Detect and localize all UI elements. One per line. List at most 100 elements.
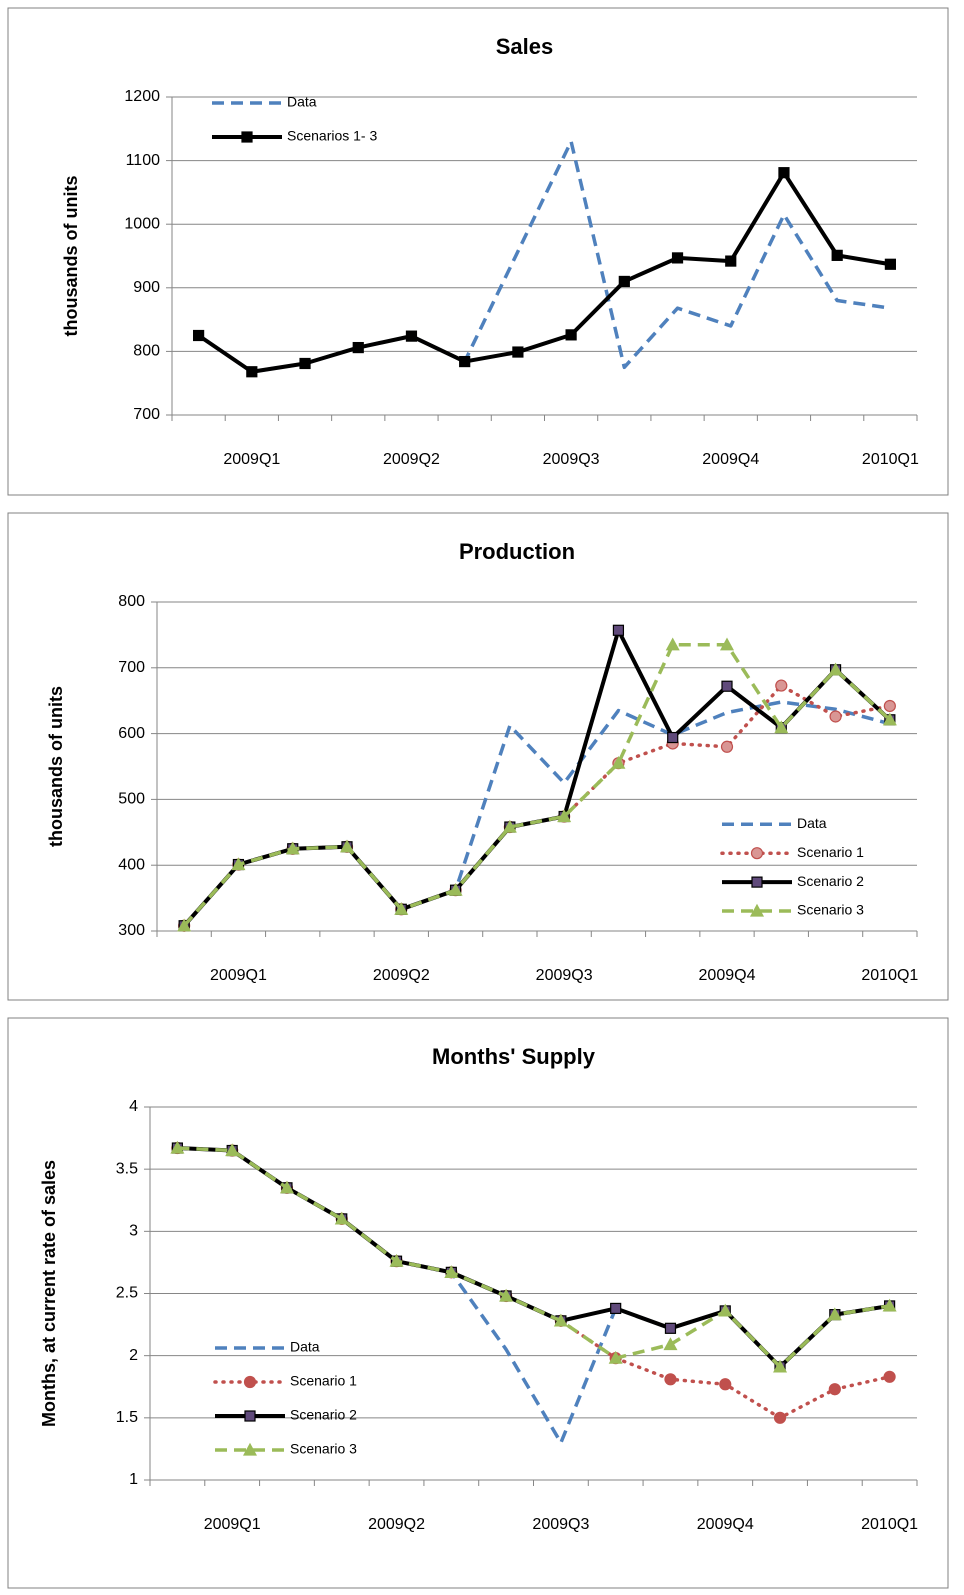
marker — [774, 720, 789, 734]
marker — [720, 740, 734, 753]
x-tick-label: 2009Q2 — [373, 967, 430, 984]
y-tick-label: 800 — [133, 343, 160, 360]
marker — [177, 918, 192, 932]
chart-title: Months' Supply — [432, 1044, 596, 1069]
marker — [827, 1307, 842, 1321]
marker — [664, 1373, 677, 1386]
chart-border — [7, 512, 949, 1001]
legend-label: Data — [797, 815, 827, 831]
y-tick-label: 1200 — [124, 88, 160, 105]
marker — [719, 1378, 732, 1391]
marker — [241, 131, 253, 143]
marker — [882, 712, 897, 726]
y-tick-label: 600 — [118, 725, 145, 742]
marker — [749, 903, 765, 917]
marker — [612, 624, 625, 636]
marker — [831, 249, 843, 261]
legend-label: Data — [290, 1339, 320, 1355]
marker — [225, 1143, 240, 1157]
x-tick-label: 2009Q2 — [368, 1516, 425, 1533]
x-tick-label: 2009Q1 — [223, 451, 280, 468]
x-tick-label: 2009Q3 — [543, 451, 600, 468]
legend-label: Scenarios 1- 3 — [287, 128, 377, 144]
marker — [773, 1359, 788, 1373]
y-tick-label: 700 — [133, 406, 160, 423]
marker — [244, 1410, 256, 1422]
marker — [664, 1322, 677, 1334]
marker — [242, 1442, 258, 1456]
marker — [882, 1298, 897, 1312]
marker — [444, 1265, 459, 1278]
line — [177, 1146, 890, 1369]
marker — [718, 1303, 733, 1317]
y-tick-label: 1100 — [126, 152, 161, 169]
x-tick-label: 2009Q4 — [699, 967, 756, 984]
marker — [246, 366, 258, 378]
x-tick-label: 2010Q1 — [862, 451, 919, 468]
marker — [565, 329, 577, 341]
chart-title: Production — [459, 539, 575, 564]
marker — [243, 1375, 257, 1389]
marker — [751, 876, 763, 888]
marker — [448, 882, 463, 896]
y-tick-label: 2.5 — [116, 1285, 138, 1302]
marker — [279, 1180, 294, 1194]
line — [197, 170, 891, 374]
marker — [829, 710, 842, 723]
marker — [334, 1211, 349, 1225]
y-axis-label: thousands of units — [46, 686, 66, 847]
marker — [394, 902, 409, 915]
marker — [883, 699, 896, 713]
x-tick-label: 2009Q4 — [697, 1516, 754, 1533]
marker — [828, 1383, 841, 1396]
x-tick-label: 2009Q4 — [702, 451, 759, 468]
line — [182, 683, 892, 928]
marker — [389, 1253, 404, 1267]
legend-label: Scenario 1 — [290, 1373, 357, 1389]
marker — [170, 1140, 185, 1154]
line — [182, 700, 891, 927]
y-tick-label: 700 — [118, 659, 145, 676]
marker — [665, 637, 680, 651]
legend-label: Scenario 2 — [797, 873, 864, 889]
y-tick-label: 3.5 — [116, 1160, 138, 1177]
y-axis-label: thousands of units — [61, 176, 81, 337]
y-tick-label: 1000 — [124, 215, 160, 232]
marker — [719, 637, 735, 651]
marker — [405, 330, 418, 342]
y-tick-label: 1 — [129, 1471, 138, 1488]
line — [182, 643, 892, 927]
marker — [618, 275, 630, 288]
chart: Months' Supply Months, at current rate of… — [7, 1017, 949, 1589]
x-tick-label: 2009Q1 — [210, 967, 267, 984]
x-tick-label: 2010Q1 — [861, 1516, 918, 1533]
y-tick-label: 800 — [118, 593, 145, 610]
y-tick-label: 3 — [129, 1223, 138, 1240]
y-tick-label: 400 — [118, 856, 145, 873]
marker — [725, 255, 737, 267]
y-tick-label: 4 — [129, 1098, 138, 1115]
chart: Production thousands of units 300 400 500 600… — [7, 512, 949, 1001]
y-tick-label: 2 — [129, 1347, 138, 1364]
marker — [750, 847, 764, 860]
marker — [775, 679, 788, 692]
marker — [352, 341, 364, 354]
chart-border — [7, 1017, 949, 1589]
y-tick-label: 500 — [118, 791, 145, 808]
legend-label: Scenario 3 — [797, 902, 864, 918]
marker — [339, 839, 355, 853]
chart: Sales thousands of units 700 800 900 1000 1100… — [7, 7, 949, 496]
marker — [608, 1350, 623, 1364]
marker — [671, 252, 684, 264]
marker — [667, 731, 679, 744]
legend-label: Scenario 1 — [797, 844, 864, 860]
marker — [773, 1411, 787, 1424]
legend-label: Scenario 2 — [290, 1407, 357, 1423]
marker — [610, 1302, 622, 1315]
marker — [557, 809, 572, 823]
legend-label: Scenario 3 — [290, 1441, 357, 1457]
marker — [512, 346, 524, 358]
marker — [778, 167, 790, 179]
chart-title: Sales — [496, 34, 554, 59]
x-tick-label: 2009Q3 — [536, 967, 593, 984]
